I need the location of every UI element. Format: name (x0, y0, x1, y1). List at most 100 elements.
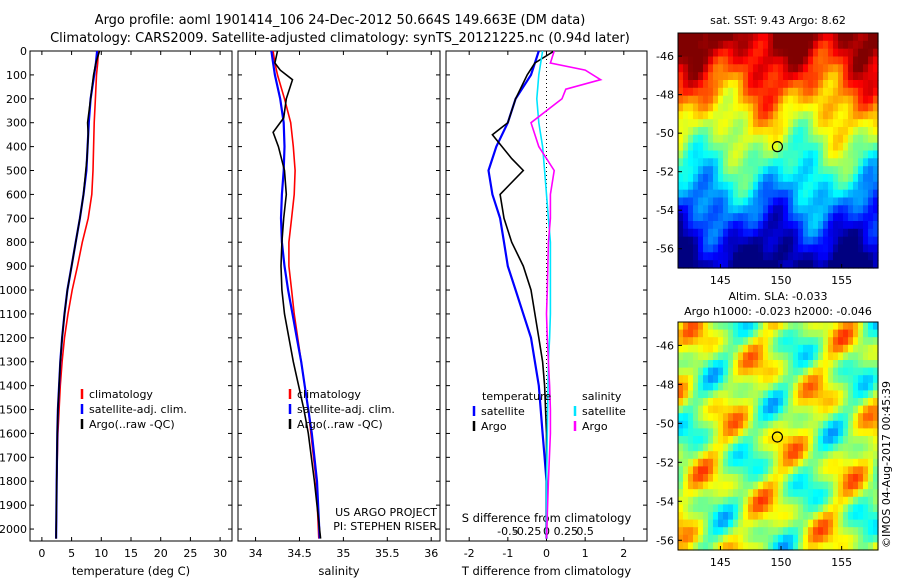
map-cell (683, 512, 689, 521)
map-cell (688, 205, 694, 214)
map-cell (768, 87, 774, 97)
map-cell (833, 496, 839, 505)
map-cell (718, 189, 724, 199)
map-cell (818, 519, 824, 528)
map-cell (768, 390, 774, 399)
map-cell (733, 337, 739, 346)
map-cell (728, 127, 734, 136)
map-cell (808, 252, 814, 261)
map-cell (833, 367, 839, 376)
map-cell (718, 451, 724, 460)
map-cell (798, 504, 804, 513)
map-cell (733, 496, 739, 505)
map-cell (718, 527, 724, 536)
map-cell (748, 420, 754, 429)
map-cell (838, 166, 844, 175)
map-cell (868, 134, 874, 144)
map-cell (693, 527, 699, 536)
y-tick-label: 1300 (0, 356, 27, 369)
map-cell (688, 352, 694, 361)
map-cell (713, 466, 719, 475)
map-cell (748, 119, 754, 128)
map-cell (823, 236, 829, 246)
map-cell (848, 221, 854, 230)
map-cell (753, 150, 759, 159)
map-cell (748, 352, 754, 361)
map-cell (728, 375, 734, 384)
map-cell (873, 189, 879, 199)
map-cell (733, 504, 739, 513)
map-cell (728, 174, 734, 183)
map-cell (748, 527, 754, 536)
map-cell (808, 428, 814, 437)
map-cell (678, 95, 684, 105)
map-cell (683, 158, 689, 167)
x-tick-label: 10 (94, 547, 108, 560)
map-cell (738, 80, 744, 89)
map-cell (798, 111, 804, 120)
map-cell (698, 420, 704, 429)
map-cell (818, 48, 824, 58)
map-cell (688, 142, 694, 152)
map-cell (858, 103, 864, 112)
map-cell (753, 260, 759, 269)
map-cell (678, 352, 684, 361)
map-cell (788, 260, 794, 269)
map-cell (753, 451, 759, 460)
map-cell (743, 56, 749, 65)
map-cell (693, 329, 699, 338)
map-cell (753, 189, 759, 199)
map-cell (793, 213, 799, 222)
map-cell (713, 512, 719, 521)
map-cell (703, 228, 709, 238)
map-cell (743, 413, 749, 422)
map-cell (708, 87, 714, 97)
map-cell (723, 382, 729, 391)
map-cell (838, 420, 844, 429)
map-cell (838, 428, 844, 437)
map-cell (828, 367, 834, 376)
map-cell (703, 481, 709, 490)
map-cell (793, 166, 799, 175)
map-cell (873, 474, 879, 483)
map-cell (758, 142, 764, 152)
map-cell (678, 72, 684, 81)
map-cell (763, 111, 769, 120)
map-cell (813, 413, 819, 422)
map-cell (723, 504, 729, 513)
map-cell (818, 375, 824, 384)
map-cell (738, 213, 744, 222)
map-cell (683, 72, 689, 81)
y-tick-label: 1500 (0, 404, 27, 417)
map-cell (823, 436, 829, 445)
map-cell (723, 142, 729, 152)
map-cell (788, 119, 794, 128)
map-cell (743, 189, 749, 199)
map-cell (803, 527, 809, 536)
map-cell (703, 205, 709, 214)
map-cell (718, 80, 724, 89)
map-cell (818, 420, 824, 429)
map-cell (778, 158, 784, 167)
map-cell (793, 443, 799, 452)
map-cell (683, 197, 689, 206)
map-cell (858, 481, 864, 490)
map-cell (763, 420, 769, 429)
map-cell (718, 329, 724, 338)
map-cell (848, 260, 854, 269)
map-cell (743, 375, 749, 384)
map-cell (763, 329, 769, 338)
map-cell (813, 142, 819, 152)
map-cell (743, 166, 749, 175)
map-cell (798, 466, 804, 475)
map-cell (808, 474, 814, 483)
map-cell (833, 489, 839, 498)
map-cell (678, 189, 684, 199)
map-cell (828, 413, 834, 422)
map-cell (798, 481, 804, 490)
map-cell (858, 142, 864, 152)
map-cell (698, 519, 704, 528)
map-cell (758, 80, 764, 89)
map-cell (688, 197, 694, 206)
